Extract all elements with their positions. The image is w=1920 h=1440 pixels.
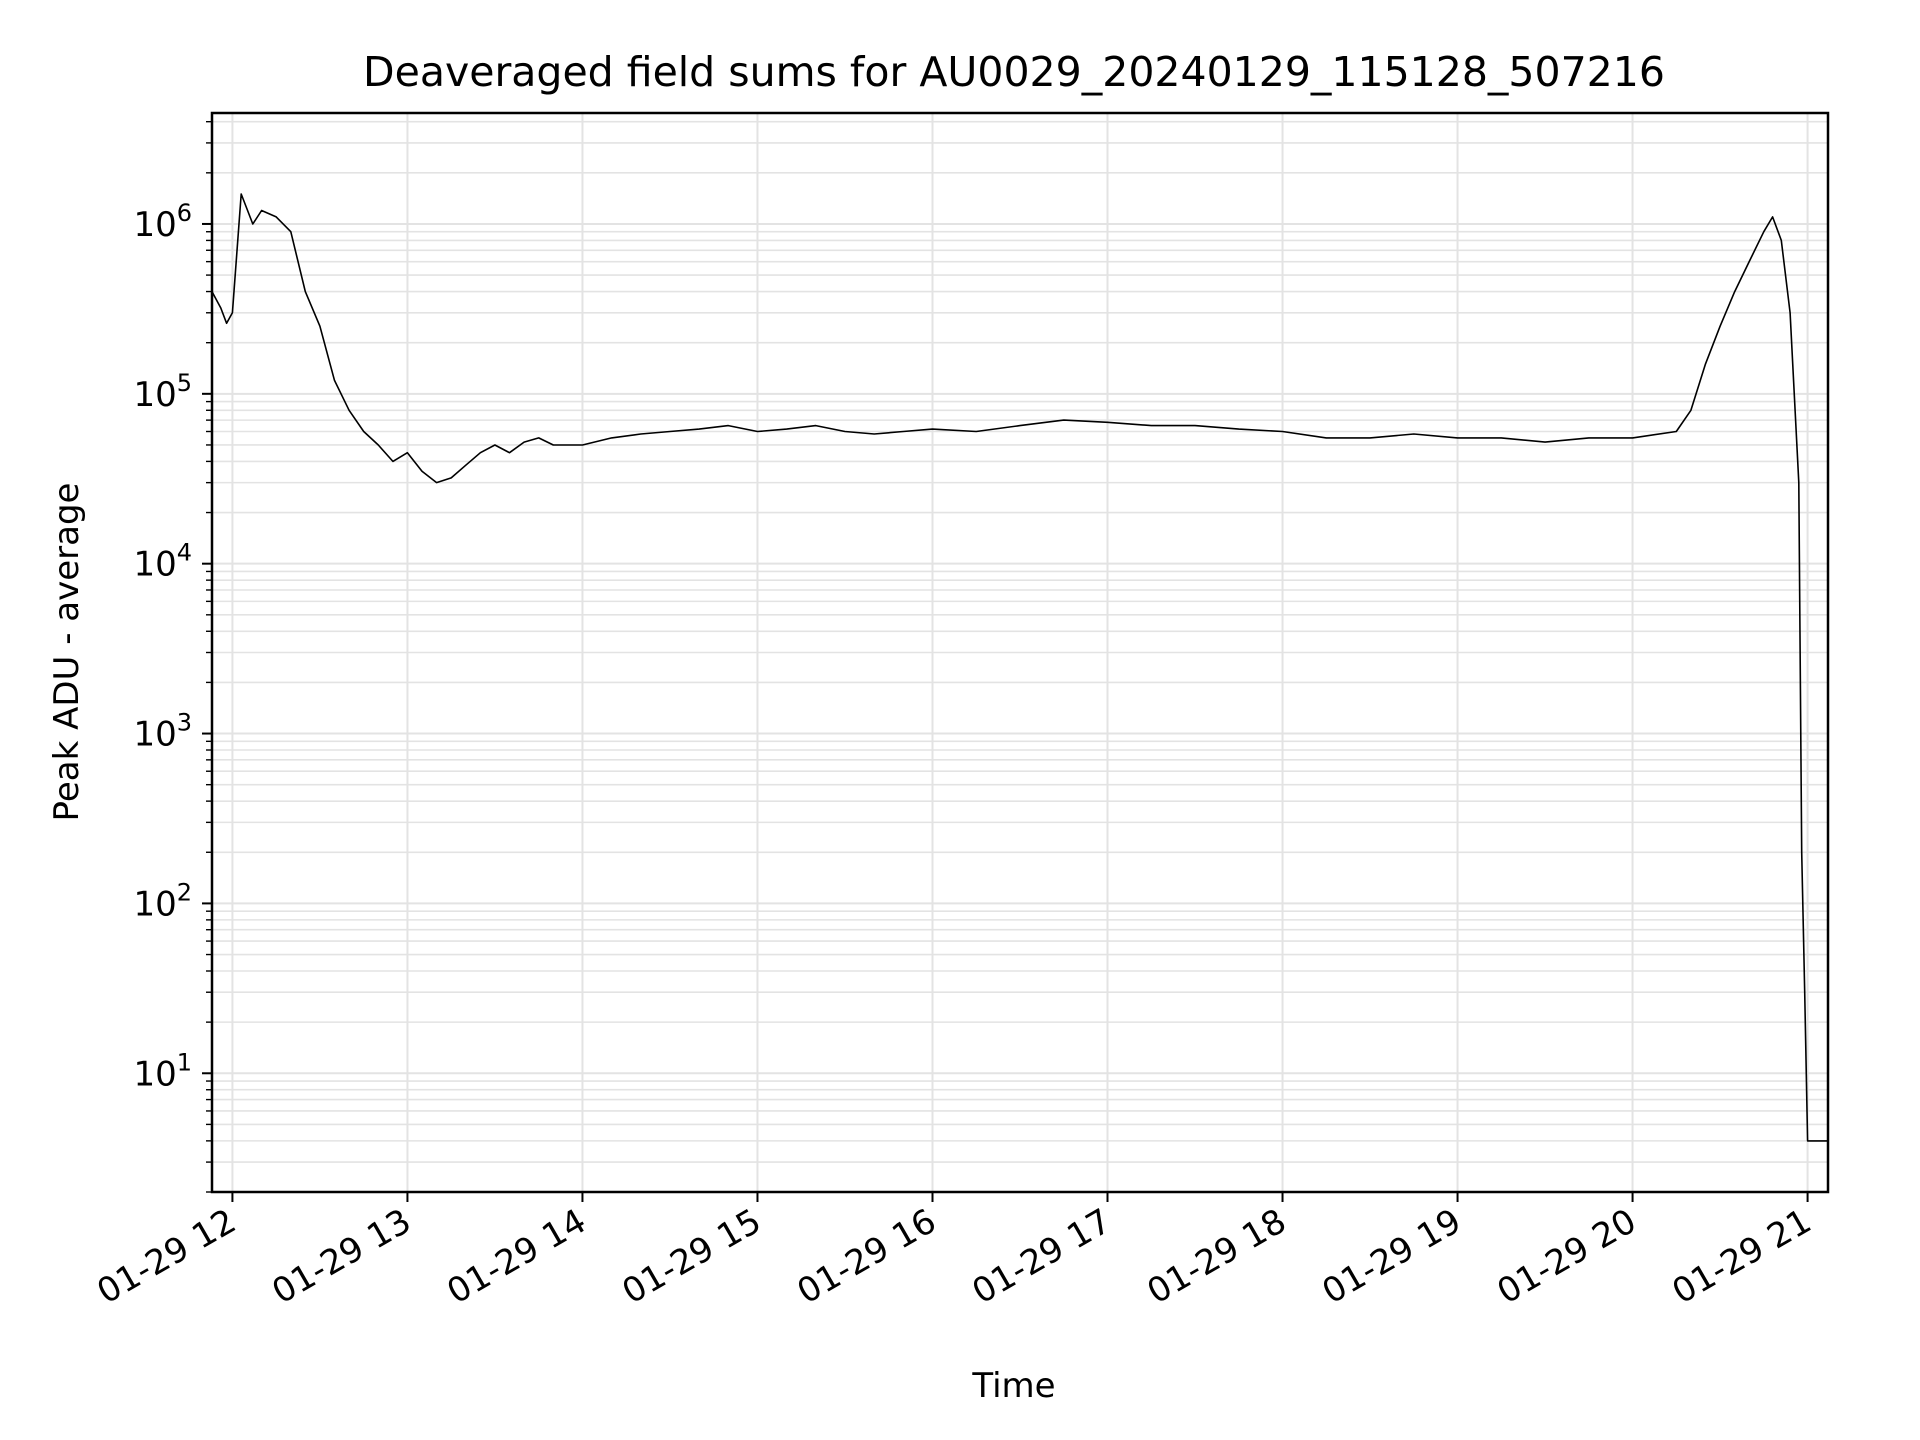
- y-tick-label: 103: [133, 709, 192, 755]
- plot-area: [211, 193, 1828, 1142]
- x-axis-label: Time: [971, 1366, 1055, 1406]
- data-series-line: [211, 193, 1828, 1142]
- y-axis-label: Peak ADU - average: [47, 483, 87, 822]
- grid: [212, 113, 1828, 1193]
- chart-title: Deaveraged field sums for AU0029_2024012…: [363, 48, 1665, 96]
- y-tick-label: 105: [133, 369, 192, 415]
- y-tick-label: 101: [133, 1048, 192, 1094]
- y-tick-label: 104: [133, 539, 192, 585]
- y-tick-label: 106: [133, 199, 192, 245]
- y-tick-label: 102: [133, 878, 192, 924]
